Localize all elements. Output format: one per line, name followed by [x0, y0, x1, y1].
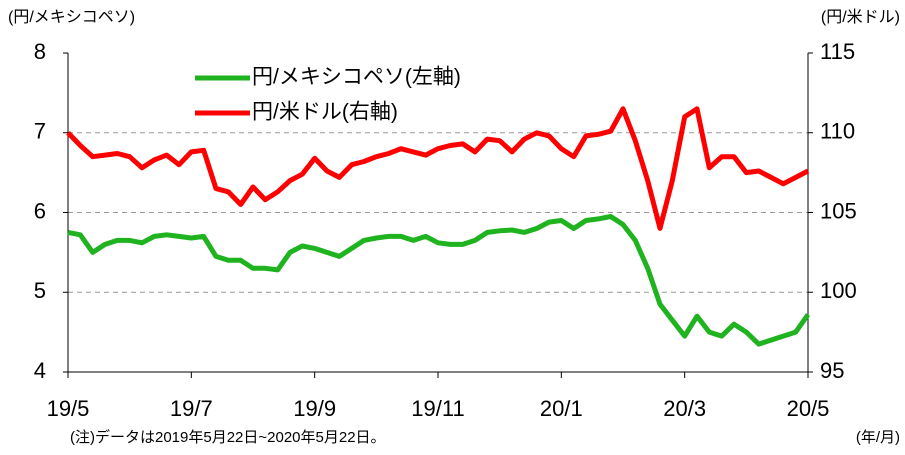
y2-tick-label: 105 [820, 198, 857, 223]
y2-tick-label: 115 [820, 39, 855, 64]
legend-label: 円/米ドル(右軸) [252, 101, 398, 124]
y2-tick-label: 95 [820, 358, 844, 383]
x-tick-label: 19/9 [293, 396, 336, 421]
x-tick-label: 20/5 [787, 396, 830, 421]
line-series [67, 214, 811, 347]
x-axis-unit: (年/月) [856, 429, 900, 446]
x-tick-label: 19/11 [411, 396, 464, 421]
x-tick-label: 20/1 [540, 396, 583, 421]
line-series [66, 106, 810, 231]
y-tick-label: 8 [34, 39, 46, 64]
y-tick-label: 7 [34, 119, 46, 144]
y-tick-label: 6 [34, 198, 46, 223]
note: (注)データは2019年5月22日~2020年5月22日。 [70, 428, 386, 446]
y2-tick-label: 100 [820, 278, 857, 303]
y2-tick-label: 110 [820, 119, 855, 144]
y-tick-label: 5 [34, 278, 46, 303]
y-axis-unit: (円/メキシコペソ) [8, 9, 135, 26]
legend-label: 円/メキシコペソ(左軸) [252, 66, 461, 89]
x-tick-label: 19/5 [47, 396, 90, 421]
y2-axis-unit: (円/米ドル) [821, 8, 900, 26]
y-tick-label: 4 [34, 358, 46, 383]
x-tick-label: 20/3 [663, 396, 706, 421]
x-tick-label: 19/7 [170, 396, 213, 421]
